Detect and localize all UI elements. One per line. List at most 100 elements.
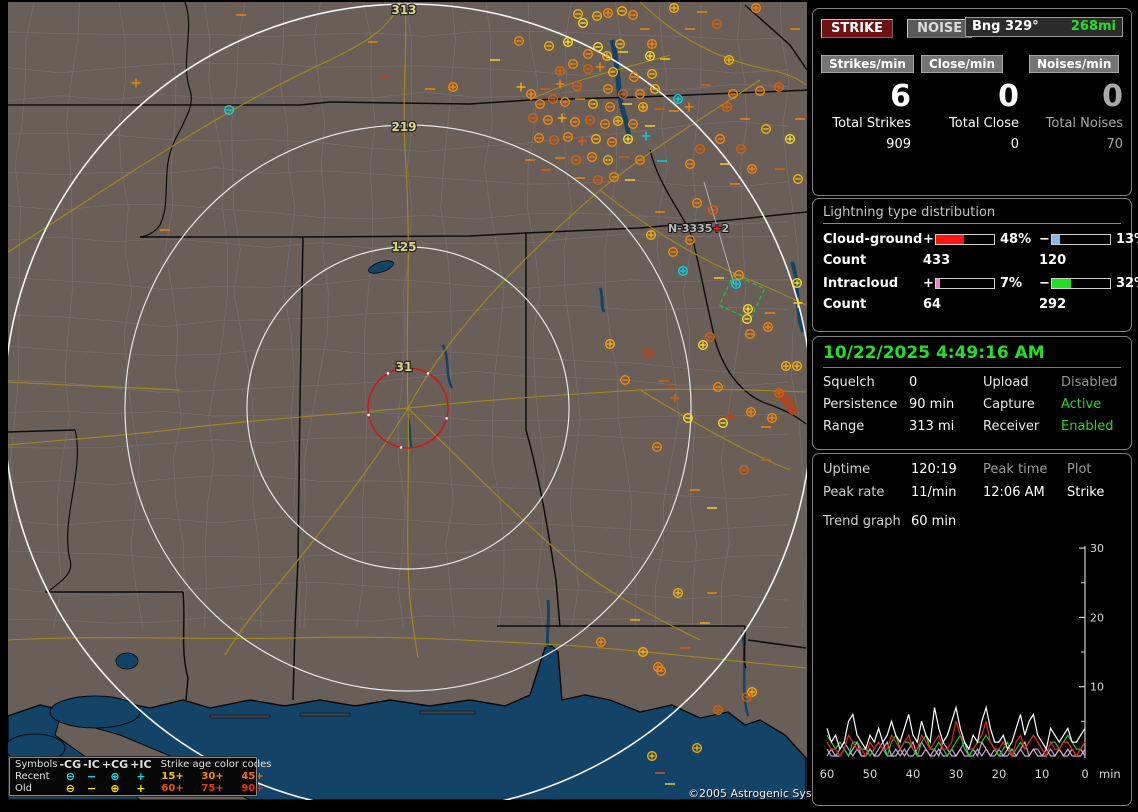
strike-symbol bbox=[131, 78, 141, 88]
cloud-ground-label: Cloud-ground bbox=[823, 232, 923, 247]
range-ring-125 bbox=[246, 246, 570, 570]
strike-symbol bbox=[656, 666, 666, 676]
capture-label: Capture bbox=[983, 397, 1035, 412]
strike-symbol bbox=[618, 89, 628, 99]
strikes-column: Strikes/min 6 Total Strikes 909 bbox=[821, 55, 921, 152]
receiver-label: Receiver bbox=[983, 419, 1040, 434]
noises-per-min-value: 0 bbox=[1102, 79, 1123, 114]
strike-symbol bbox=[534, 133, 544, 143]
legend-col-pos-ic: +IC bbox=[130, 758, 152, 771]
upload-label: Upload bbox=[983, 375, 1029, 390]
strike-symbol bbox=[747, 164, 757, 174]
age-code-45: 45+ bbox=[241, 771, 264, 782]
strike-symbol bbox=[583, 64, 593, 74]
distribution-header: Lightning type distribution bbox=[823, 205, 1121, 224]
strike-symbol bbox=[645, 51, 655, 61]
receiver-state: Enabled bbox=[1061, 419, 1114, 434]
strike-symbol bbox=[763, 322, 773, 332]
strike-symbol bbox=[609, 172, 619, 182]
strike-symbol bbox=[563, 132, 573, 142]
storm-cell-diamond bbox=[718, 273, 766, 321]
strike-symbol bbox=[638, 102, 648, 112]
minus-sign: − bbox=[1039, 232, 1050, 247]
trend-series-white bbox=[826, 705, 1086, 751]
strike-symbol bbox=[635, 89, 645, 99]
cloud-ground-count-row: Count 433 120 bbox=[823, 253, 1127, 268]
bearing-box: Bng 329° 268mi bbox=[965, 17, 1123, 37]
strike-symbol bbox=[669, 3, 679, 13]
plus-sign: + bbox=[923, 232, 934, 247]
age-code-75: 75+ bbox=[201, 783, 224, 794]
plot-mode-value: Strike bbox=[1067, 485, 1105, 500]
strike-symbol bbox=[774, 388, 784, 398]
noises-column: Noises/min 0 Total Noises 70 bbox=[1029, 55, 1133, 152]
close-per-min-badge[interactable]: Close/min bbox=[921, 55, 1003, 73]
strike-symbol bbox=[728, 89, 738, 99]
cg-minus-pct: 13% bbox=[1116, 232, 1138, 247]
storm-cell-label: N-3335+2 bbox=[668, 222, 729, 235]
strike-symbol bbox=[751, 3, 761, 13]
strike-symbol bbox=[585, 115, 595, 125]
strike-symbol bbox=[725, 411, 735, 421]
plot-label: Plot bbox=[1067, 462, 1092, 477]
strike-symbol bbox=[608, 67, 618, 77]
svg-text:20: 20 bbox=[1090, 611, 1104, 624]
strike-symbol bbox=[734, 270, 744, 280]
strike-symbol bbox=[591, 134, 601, 144]
lightning-map[interactable]: 313 219 125 31 N-3335+2 Symbols -CG -IC +CG… bbox=[8, 2, 807, 800]
strike-symbol bbox=[526, 89, 536, 99]
distribution-panel: Lightning type distribution Cloud-ground… bbox=[812, 198, 1138, 332]
strike-symbol bbox=[516, 82, 526, 92]
uptime-value: 120:19 bbox=[911, 462, 957, 477]
uptime-row: Uptime 120:19 Peak time Plot bbox=[823, 462, 1121, 477]
strike-symbol bbox=[593, 175, 603, 185]
strike-symbol bbox=[528, 113, 538, 123]
svg-text:30: 30 bbox=[949, 767, 964, 781]
svg-text:40: 40 bbox=[906, 767, 921, 781]
pos-ic-old-icon: + bbox=[136, 782, 146, 795]
storm-track-line bbox=[703, 181, 735, 285]
strike-symbol bbox=[514, 36, 524, 46]
strike-symbol bbox=[643, 348, 653, 358]
noises-per-min-badge[interactable]: Noises/min bbox=[1029, 55, 1120, 73]
stats-panel: STRIKE NOISE Bng 329° 268mi Strikes/min … bbox=[812, 8, 1132, 196]
strike-symbol bbox=[638, 647, 648, 657]
strike-symbol bbox=[543, 115, 553, 125]
strike-symbol bbox=[647, 39, 657, 49]
intracloud-label: Intracloud bbox=[823, 276, 899, 291]
bearing-range-value: 268mi bbox=[1070, 19, 1116, 34]
strike-symbol bbox=[683, 413, 693, 423]
squelch-value: 0 bbox=[909, 375, 918, 390]
strike-symbol bbox=[593, 42, 603, 52]
strike-symbol bbox=[793, 174, 803, 184]
total-noises-label: Total Noises bbox=[1045, 116, 1123, 131]
strike-symbol bbox=[708, 205, 718, 215]
strike-symbol bbox=[685, 159, 695, 169]
strike-symbol bbox=[603, 84, 613, 94]
neg-ic-old-icon: − bbox=[86, 782, 97, 795]
trend-series-red bbox=[826, 721, 1086, 758]
strike-symbol bbox=[774, 82, 784, 92]
squelch-label: Squelch bbox=[823, 375, 875, 390]
noise-button[interactable]: NOISE bbox=[907, 19, 973, 38]
copyright-text: ©2005 Astrogenic Systems bbox=[688, 787, 840, 800]
close-per-min-value: 0 bbox=[998, 79, 1019, 114]
pos-cg-recent-icon: ⊕ bbox=[110, 770, 120, 783]
strike-symbol bbox=[678, 266, 688, 276]
neg-cg-old-icon: ⊖ bbox=[65, 782, 75, 795]
strike-symbol bbox=[793, 298, 803, 308]
strikes-per-min-badge[interactable]: Strikes/min bbox=[821, 55, 914, 73]
strike-symbol bbox=[736, 144, 746, 154]
ic-minus-count: 292 bbox=[1039, 297, 1067, 312]
alarm-ring bbox=[367, 367, 449, 449]
strike-symbol bbox=[596, 637, 606, 647]
strike-symbol bbox=[792, 361, 802, 371]
ic-minus-pct: 32% bbox=[1116, 276, 1138, 291]
strike-button[interactable]: STRIKE bbox=[821, 19, 894, 38]
strike-symbol bbox=[747, 687, 757, 697]
strike-symbol bbox=[613, 116, 623, 126]
map-legend: Symbols -CG -IC +CG +IC Strike age color… bbox=[8, 756, 271, 797]
ring-label-219: 219 bbox=[391, 120, 416, 134]
strike-symbol bbox=[731, 279, 741, 289]
upload-state: Disabled bbox=[1061, 375, 1118, 390]
